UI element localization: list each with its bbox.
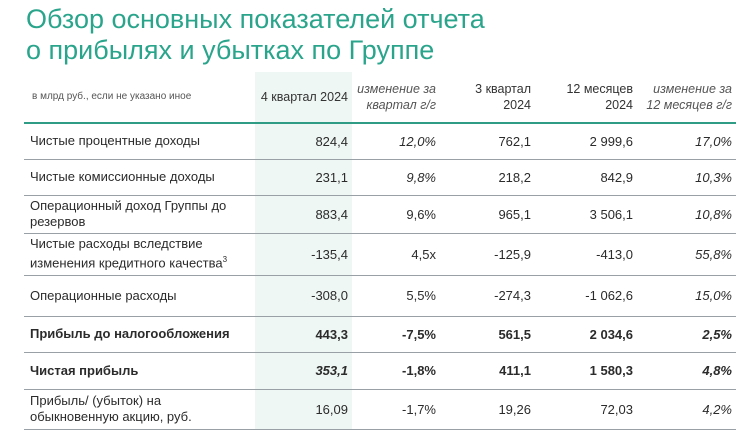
cell-change-quarter: -7,5% — [402, 326, 436, 342]
cell-12m-2024: 842,9 — [600, 169, 633, 185]
cell-change-12m: 4,2% — [702, 401, 732, 417]
row-label-text: Чистая прибыль — [30, 362, 139, 378]
row-label: Операционные расходы — [24, 275, 255, 316]
table-row: Операционные расходы -308,0 5,5% -274,3 -1 0… — [24, 275, 736, 316]
cell-12m-2024: 72,03 — [600, 401, 633, 417]
table-row: Прибыль до налогообложения 443,3 -7,5% 561,… — [24, 316, 736, 352]
row-label: Прибыль до налогообложения — [24, 316, 255, 352]
cell-q3-2024: 411,1 — [499, 363, 531, 378]
row-label-text: Чистые процентные доходы — [30, 133, 200, 149]
header-change-12m: изменение за 12 месяцев г/г — [646, 82, 732, 112]
unit-note: в млрд руб., если не указано иное — [32, 91, 192, 102]
header-q3-2024: 3 квартал 2024 — [475, 82, 531, 112]
cell-12m-2024: 2 034,6 — [589, 326, 633, 342]
cell-change-12m: 10,8% — [695, 206, 732, 222]
header-row: в млрд руб., если не указано иное 4 квар… — [24, 72, 736, 123]
cell-12m-2024: -413,0 — [596, 246, 633, 262]
header-q4-2024: 4 квартал 2024 — [260, 90, 348, 104]
row-label-text: Прибыль до налогообложения — [30, 326, 230, 341]
cell-change-12m: 55,8% — [695, 246, 732, 262]
row-label-text: Чистые расходы вследствие изменения кред… — [30, 236, 223, 271]
cell-q3-2024: -274,3 — [494, 288, 531, 303]
cell-q3-2024: 965,1 — [498, 206, 531, 222]
row-label-text: Операционные расходы — [30, 287, 177, 303]
cell-change-quarter: -1,7% — [402, 401, 436, 417]
cell-change-quarter: -1,8% — [402, 363, 436, 378]
cell-q3-2024: 19,26 — [498, 401, 531, 417]
cell-q4-2024: -135,4 — [311, 246, 348, 262]
cell-12m-2024: 3 506,1 — [589, 206, 633, 222]
cell-12m-2024: 1 580,3 — [589, 363, 633, 378]
cell-q3-2024: -125,9 — [494, 246, 531, 262]
cell-change-quarter: 9,6% — [406, 206, 436, 222]
row-label-text: Операционный доход Группы до резервов — [30, 198, 227, 229]
cell-q4-2024: 16,09 — [315, 401, 348, 417]
cell-q3-2024: 561,5 — [498, 326, 531, 342]
row-label: Прибыль/ (убыток) на обыкновенную акцию,… — [24, 389, 255, 429]
table-row: Прибыль/ (убыток) на обыкновенную акцию,… — [24, 389, 736, 429]
cell-q4-2024: -308,0 — [311, 288, 348, 303]
table-row: Чистые комиссионные доходы 231,1 9,8% 218,2… — [24, 159, 736, 195]
cell-q3-2024: 762,1 — [498, 133, 531, 149]
cell-change-12m: 10,3% — [695, 169, 732, 185]
cell-change-12m: 4,8% — [702, 363, 732, 378]
cell-q4-2024: 883,4 — [315, 206, 348, 222]
cell-q3-2024: 218,2 — [498, 169, 531, 185]
pnl-table: в млрд руб., если не указано иное 4 квар… — [24, 72, 736, 430]
title-line-1: Обзор основных показателей отчета — [26, 4, 485, 34]
cell-12m-2024: -1 062,6 — [585, 288, 633, 303]
table-row: Чистые расходы вследствие изменения кред… — [24, 233, 736, 275]
cell-q4-2024: 824,4 — [315, 133, 348, 149]
cell-change-12m: 17,0% — [695, 133, 732, 149]
cell-change-quarter: 4,5x — [411, 246, 436, 262]
header-12m-2024: 12 месяцев 2024 — [566, 82, 633, 112]
highlighted-column-background — [255, 72, 352, 429]
title-line-2: о прибылях и убытках по Группе — [26, 35, 435, 65]
cell-change-quarter: 12,0% — [399, 133, 436, 149]
table-row: Чистые процентные доходы 824,4 12,0% 762,1 2… — [24, 123, 736, 159]
row-label: Чистые расходы вследствие изменения кред… — [24, 233, 255, 275]
cell-change-12m: 2,5% — [702, 326, 732, 342]
page-title: Обзор основных показателей отчета о приб… — [26, 4, 485, 66]
row-label-text: Прибыль/ (убыток) на обыкновенную акцию,… — [30, 393, 192, 424]
table-row: Чистая прибыль 353,1 -1,8% 411,1 1 580,3 4,8% — [24, 352, 736, 389]
cell-12m-2024: 2 999,6 — [589, 133, 633, 149]
cell-q4-2024: 443,3 — [315, 326, 348, 342]
cell-change-quarter: 9,8% — [406, 169, 436, 185]
row-label-text: Чистые комиссионные доходы — [30, 169, 215, 184]
row-label: Чистые комиссионные доходы — [24, 159, 255, 195]
cell-q4-2024: 231,1 — [315, 169, 348, 185]
footnote-ref: 3 — [222, 255, 228, 265]
row-label: Операционный доход Группы до резервов — [24, 195, 255, 233]
cell-q4-2024: 353,1 — [315, 363, 348, 378]
row-label: Чистые процентные доходы — [24, 123, 255, 159]
cell-change-quarter: 5,5% — [406, 288, 436, 303]
table-row: Операционный доход Группы до резервов 883… — [24, 195, 736, 233]
header-change-quarter: изменение за квартал г/г — [357, 82, 436, 112]
row-label: Чистая прибыль — [24, 352, 255, 389]
cell-change-12m: 15,0% — [695, 288, 732, 303]
